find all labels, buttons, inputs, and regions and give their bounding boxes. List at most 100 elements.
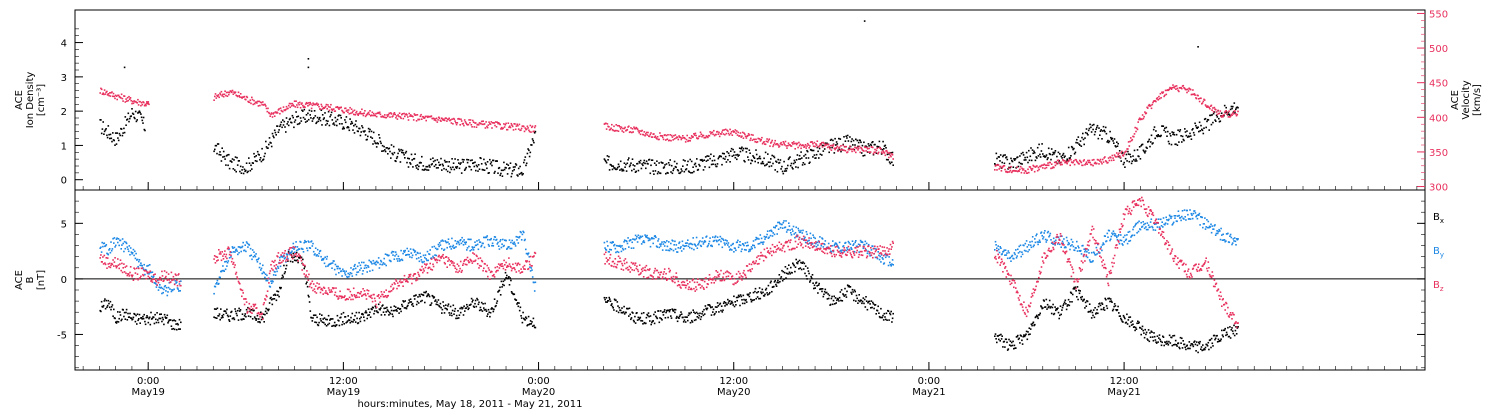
bfield-x-point xyxy=(518,302,520,304)
bfield-y-point xyxy=(647,239,650,242)
velocity-point xyxy=(434,118,436,120)
density-point xyxy=(215,144,218,147)
density-point xyxy=(1070,145,1073,148)
bfield-y-point xyxy=(370,261,373,264)
bfield-x-point xyxy=(319,313,321,315)
bfield-y-point xyxy=(279,265,282,268)
velocity-point xyxy=(1068,159,1071,161)
density-point xyxy=(738,154,740,156)
velocity-point xyxy=(643,131,646,133)
bfield-y-point xyxy=(254,255,257,258)
bfield-x-point xyxy=(719,302,722,305)
density-point xyxy=(1100,129,1102,131)
bfield-y-point xyxy=(673,244,675,246)
bfield-y-point xyxy=(475,244,478,246)
bfield-y-point xyxy=(478,239,480,241)
velocity-point xyxy=(842,144,844,147)
bfield-y-point xyxy=(851,248,853,250)
density-point xyxy=(617,163,620,166)
bfield-y-point xyxy=(864,240,867,243)
density-point xyxy=(1004,154,1006,156)
density-point xyxy=(518,173,521,175)
bfield-x-point xyxy=(803,262,806,265)
bfield-x-point xyxy=(1105,298,1107,301)
bfield-x-point xyxy=(216,307,219,310)
bfield-x-point xyxy=(386,306,388,309)
velocity-point xyxy=(385,116,388,119)
bfield-x-point xyxy=(996,341,998,344)
bfield-x-point xyxy=(318,321,320,324)
bfield-y-point xyxy=(103,242,106,244)
velocity-point xyxy=(1047,164,1050,167)
velocity-point xyxy=(219,92,221,95)
velocity-point xyxy=(661,135,663,137)
bfield-x-point xyxy=(443,305,445,307)
density-point xyxy=(658,162,660,164)
bfield-y-point xyxy=(529,266,531,268)
velocity-point xyxy=(232,93,235,95)
bfield-y-point xyxy=(889,261,891,264)
bfield-x-point xyxy=(1092,309,1095,311)
velocity-point xyxy=(372,112,375,115)
bfield-x-point xyxy=(1063,303,1065,305)
velocity-point xyxy=(1155,100,1157,103)
bfield-y-point xyxy=(151,271,154,273)
bfield-y-point xyxy=(819,236,821,238)
density-point xyxy=(870,144,873,147)
bfield-x-point xyxy=(483,309,486,311)
bfield-y-point xyxy=(259,262,261,265)
density-point xyxy=(730,147,733,150)
density-point xyxy=(251,168,253,170)
density-point xyxy=(477,170,479,172)
bfield-y-point xyxy=(331,267,333,269)
density-point xyxy=(1120,160,1122,162)
velocity-point xyxy=(477,124,480,126)
density-point xyxy=(784,170,786,172)
bfield-x-point xyxy=(218,313,221,315)
bfield-x-point xyxy=(655,315,657,318)
bfield-y-point xyxy=(216,282,218,284)
velocity-point xyxy=(131,102,133,105)
bfield-x-point xyxy=(701,310,704,313)
density-point xyxy=(273,136,275,139)
density-point xyxy=(405,150,408,153)
density-point xyxy=(106,134,108,137)
bfield-x-point xyxy=(696,316,699,318)
density-point xyxy=(631,158,634,160)
bfield-y-point xyxy=(867,243,870,246)
velocity-point xyxy=(222,95,225,98)
density-point xyxy=(494,170,496,173)
density-point xyxy=(272,135,274,137)
bfield-x-point xyxy=(466,303,468,306)
velocity-point xyxy=(1161,92,1164,94)
density-point xyxy=(500,172,502,175)
velocity-point xyxy=(645,131,648,134)
velocity-point xyxy=(1169,87,1172,89)
bfield-y-point xyxy=(709,237,711,239)
density-point xyxy=(528,149,530,152)
velocity-point xyxy=(872,146,874,149)
density-point xyxy=(855,138,857,141)
bfield-x-point xyxy=(1130,321,1132,324)
bfield-x-point xyxy=(1006,341,1008,344)
bfield-x-point xyxy=(510,279,512,282)
density-point xyxy=(1098,127,1100,129)
velocity-point xyxy=(387,115,389,118)
bfield-x-point xyxy=(703,313,706,315)
bfield-y-point xyxy=(710,244,713,247)
bfield-x-point xyxy=(1080,298,1083,301)
velocity-point xyxy=(346,109,348,111)
density-point xyxy=(1011,160,1014,163)
bfield-x-point xyxy=(291,261,294,263)
bfield-x-point xyxy=(396,310,398,312)
density-point xyxy=(308,109,311,112)
density-point xyxy=(477,164,480,166)
velocity-point xyxy=(299,106,302,109)
velocity-point xyxy=(1053,161,1056,164)
bfield-x-point xyxy=(1051,306,1054,309)
bfield-x-point xyxy=(227,315,230,318)
bfield-y-point xyxy=(718,243,720,246)
density-point xyxy=(623,162,626,164)
bfield-y-point xyxy=(849,243,852,245)
bfield-x-point xyxy=(1130,324,1133,326)
